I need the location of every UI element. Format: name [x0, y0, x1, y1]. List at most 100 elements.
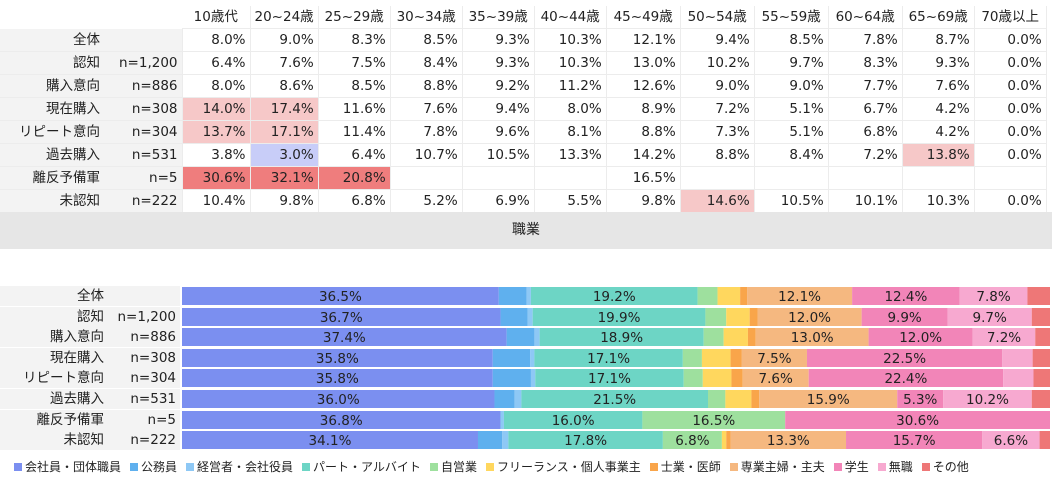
- segment-value-label: 6.6%: [994, 433, 1028, 449]
- stacked-bar-row: 過去購入 n=531 36.0% 21.5% 15.9% 5.3% 10.2%: [0, 388, 1052, 410]
- category-sample-size: n=1,200: [104, 306, 180, 327]
- age-header: 45~49歳: [606, 6, 681, 29]
- legend-swatch: [186, 462, 195, 471]
- table-cell: 3.0%: [250, 143, 319, 167]
- bar-segment: [726, 307, 750, 326]
- bar-segment: [747, 328, 756, 347]
- stacked-bar-row: リピート意向 n=304 35.8% 17.1% 7.6% 22.4%: [0, 368, 1052, 389]
- bar-segment: [182, 287, 499, 305]
- legend-item: パート・アルバイト: [302, 458, 421, 475]
- table-cell: 9.0%: [680, 74, 755, 98]
- bar-segment: [852, 287, 960, 305]
- category-label: リピート意向: [0, 368, 104, 389]
- bar-segment: [182, 348, 493, 367]
- row-sample-size: n=222: [104, 189, 183, 213]
- table-cell: 7.8%: [828, 28, 903, 52]
- table-cell: 5.2%: [390, 189, 463, 213]
- bar-segment: [182, 431, 478, 450]
- bar-segment: [530, 369, 536, 388]
- table-cell: 4.2%: [902, 97, 975, 121]
- table-cell: 7.6%: [902, 74, 975, 98]
- table-cell: 6.4%: [318, 143, 391, 167]
- bar-segment: [742, 369, 809, 388]
- age-header: 20~24歳: [250, 6, 319, 29]
- table-cell: 6.4%: [182, 51, 251, 75]
- bar-segment: [697, 287, 718, 305]
- bar-segment: [947, 307, 1032, 326]
- legend-item: その他: [921, 458, 969, 475]
- table-cell: 8.0%: [182, 28, 251, 52]
- bar-segment: [725, 389, 752, 408]
- segment-value-label: 35.8%: [316, 351, 359, 367]
- table-cell: 9.4%: [462, 97, 535, 121]
- table-cell: 8.0%: [534, 97, 607, 121]
- table-cell: 11.2%: [534, 74, 607, 98]
- bar-segment: [723, 328, 748, 347]
- bar-segment: [747, 287, 853, 305]
- bar-segment: [182, 389, 495, 408]
- segment-value-label: 22.4%: [884, 371, 927, 387]
- bar-segment: [740, 287, 748, 305]
- legend-swatch: [14, 462, 22, 471]
- category-sample-size: [104, 286, 180, 306]
- category-label: 未認知: [0, 430, 104, 451]
- bar-segment: [731, 369, 743, 388]
- bar-segment: [500, 307, 528, 326]
- row-label: 未認知: [0, 189, 104, 213]
- bar-segment: [730, 431, 847, 450]
- table-cell: 9.8%: [606, 189, 681, 213]
- bar-segment: [972, 328, 1036, 347]
- bar-segment: [506, 328, 535, 347]
- bar-segment: [868, 328, 973, 347]
- age-table-row: 全体 8.0% 9.0% 8.3% 8.5% 9.3% 10.3% 12.1% 9.4% 8.5%…: [0, 28, 1047, 52]
- segment-value-label: 12.4%: [884, 289, 927, 305]
- bar-segment: [508, 431, 663, 450]
- table-cell: 7.6%: [250, 51, 319, 75]
- age-table-header-row: 10歳代 20~24歳 25~29歳 30~34歳 35~39歳 40~44歳 …: [0, 6, 1047, 29]
- segment-value-label: 6.8%: [675, 433, 709, 449]
- table-cell: 8.3%: [318, 28, 391, 52]
- legend-item: 公務員: [130, 458, 177, 475]
- category-sample-size: n=222: [104, 430, 180, 451]
- segment-value-label: 13.3%: [767, 433, 810, 449]
- table-cell: 6.8%: [828, 120, 903, 144]
- segment-value-label: 36.7%: [320, 310, 363, 326]
- age-table-body: 全体 8.0% 9.0% 8.3% 8.5% 9.3% 10.3% 12.1% 9.4% 8.5%…: [0, 28, 1047, 213]
- bar-segment: [503, 410, 643, 429]
- age-header: 60~64歳: [828, 6, 903, 29]
- table-cell: 6.9%: [462, 189, 535, 213]
- bar-segment: [492, 348, 531, 367]
- legend-label: 無職: [888, 460, 913, 474]
- table-cell: [754, 166, 829, 190]
- legend-swatch: [429, 462, 438, 471]
- table-cell: 9.2%: [462, 74, 535, 98]
- category-label: 認知: [0, 306, 104, 327]
- bar-segment: [534, 328, 540, 347]
- table-cell: 10.2%: [680, 51, 755, 75]
- row-label: 現在購入: [0, 97, 104, 121]
- bar-segment: [759, 389, 898, 408]
- age-table-row: 未認知 n=222 10.4% 9.8% 6.8% 5.2% 6.9% 5.5% 9.8% 14.…: [0, 189, 1047, 213]
- table-cell: 8.4%: [390, 51, 463, 75]
- age-header: 25~29歳: [318, 6, 391, 29]
- bar-segment: [861, 307, 948, 326]
- segment-value-label: 17.1%: [588, 371, 631, 387]
- table-cell: 20.8%: [318, 166, 391, 190]
- table-cell: 5.5%: [534, 189, 607, 213]
- row-sample-size: n=531: [104, 143, 183, 167]
- bar-segment: [494, 389, 515, 408]
- segment-value-label: 34.1%: [309, 433, 352, 449]
- table-cell: 8.1%: [534, 120, 607, 144]
- bar-segment: [702, 369, 732, 388]
- table-cell: 8.0%: [182, 74, 251, 98]
- bar-segment: [808, 369, 1004, 388]
- age-table-row: 認知 n=1,200 6.4% 7.6% 7.5% 8.4% 9.3% 10.3% 13.0% 1…: [0, 51, 1047, 75]
- table-cell: 8.9%: [606, 97, 681, 121]
- table-cell: [462, 166, 535, 190]
- category-label: 離反予備軍: [0, 409, 104, 430]
- stacked-bar-row: 認知 n=1,200 36.7% 19.9% 12.0% 9.9% 9.7%: [0, 306, 1052, 328]
- category-sample-size: n=5: [104, 409, 180, 430]
- table-cell: 10.3%: [534, 28, 607, 52]
- legend-label: 会社員・団体職員: [25, 460, 122, 474]
- table-cell: 30.6%: [182, 166, 251, 190]
